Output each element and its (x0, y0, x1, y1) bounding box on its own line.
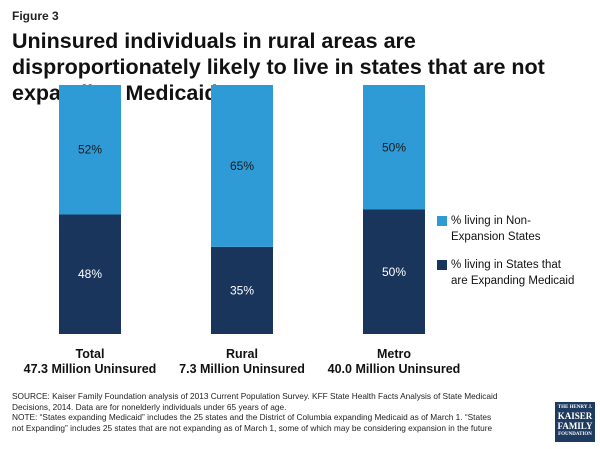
category-label-total: Total (76, 347, 105, 361)
note-line-2: not Expanding” includes 25 states that a… (12, 423, 493, 434)
category-sublabel-metro: 40.0 Million Uninsured (328, 362, 461, 376)
logo-line-4: FOUNDATION (558, 432, 592, 437)
logo-line-3: FAMILY (557, 421, 593, 431)
logo-line-1: THE HENRY J. (557, 405, 593, 410)
data-label-rural-expanding: 35% (230, 283, 254, 297)
logo-line-2: KAISER (557, 411, 593, 421)
legend-swatch-expanding (437, 260, 447, 270)
chart-title: Uninsured individuals in rural areas are… (12, 29, 545, 105)
data-label-total-non-expansion: 52% (78, 143, 102, 157)
data-label-metro-non-expansion: 50% (382, 140, 406, 154)
bar-metro-non-expansion (363, 85, 425, 210)
source-line-2: Decisions, 2014. Data are for nonelderly… (12, 401, 287, 412)
legend-label-non-expansion-line1: % living in Non- (451, 215, 531, 227)
category-sublabel-rural: 7.3 Million Uninsured (179, 362, 305, 376)
category-sublabel-total: 47.3 Million Uninsured (24, 362, 157, 376)
legend-label-non-expansion-line2: Expansion States (451, 231, 541, 243)
kaiser-foundation-logo: THE HENRY J. KAISER FAMILY FOUNDATION (555, 402, 595, 442)
legend-swatch-non-expansion (437, 216, 447, 226)
data-label-total-expanding: 48% (78, 267, 102, 281)
category-label-metro: Metro (377, 347, 411, 361)
data-label-metro-expanding: 50% (382, 265, 406, 279)
bar-total-non-expansion (59, 85, 121, 215)
category-label-rural: Rural (226, 347, 258, 361)
bar-rural-expanding (211, 246, 273, 334)
source-note: SOURCE: Kaiser Family Foundation analysi… (12, 391, 552, 434)
bar-total-expanding (59, 214, 121, 334)
legend-label-expanding-line2: are Expanding Medicaid (451, 275, 575, 287)
data-label-rural-non-expansion: 65% (230, 159, 254, 173)
bar-rural-non-expansion (211, 85, 273, 247)
bar-metro-expanding (363, 209, 425, 334)
source-line-1: SOURCE: Kaiser Family Foundation analysi… (12, 391, 498, 401)
figure-label: Figure 3 (12, 9, 59, 23)
note-line-1: NOTE: “States expanding Medicaid” includ… (12, 412, 492, 423)
legend-label-expanding-line1: % living in States that (451, 259, 561, 271)
